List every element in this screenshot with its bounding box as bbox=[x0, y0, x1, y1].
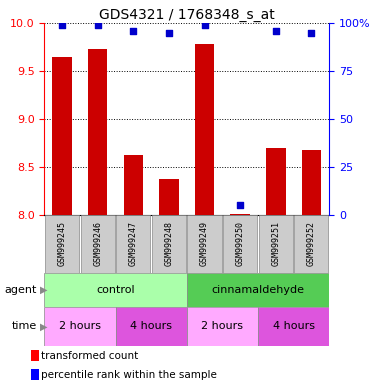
Text: GSM999248: GSM999248 bbox=[164, 221, 173, 266]
Text: ▶: ▶ bbox=[40, 285, 48, 295]
Bar bbox=[44, 273, 187, 307]
Text: GSM999251: GSM999251 bbox=[271, 221, 280, 266]
Text: 2 hours: 2 hours bbox=[59, 321, 101, 331]
Bar bbox=[301, 150, 321, 215]
Point bbox=[59, 22, 65, 28]
Text: control: control bbox=[96, 285, 135, 295]
Text: ▶: ▶ bbox=[40, 321, 48, 331]
Point bbox=[308, 30, 315, 36]
Bar bbox=[230, 214, 250, 215]
Bar bbox=[187, 273, 329, 307]
Bar bbox=[80, 215, 115, 273]
Bar bbox=[259, 215, 293, 273]
Bar bbox=[187, 307, 258, 346]
Bar bbox=[159, 179, 179, 215]
Text: 4 hours: 4 hours bbox=[273, 321, 315, 331]
Bar bbox=[44, 307, 116, 346]
Text: GSM999249: GSM999249 bbox=[200, 221, 209, 266]
Text: GSM999245: GSM999245 bbox=[58, 221, 67, 266]
Bar bbox=[258, 307, 329, 346]
Text: cinnamaldehyde: cinnamaldehyde bbox=[211, 285, 305, 295]
Bar bbox=[294, 215, 328, 273]
Bar bbox=[124, 154, 143, 215]
Point bbox=[166, 30, 172, 36]
Bar bbox=[152, 215, 186, 273]
Text: agent: agent bbox=[4, 285, 37, 295]
Title: GDS4321 / 1768348_s_at: GDS4321 / 1768348_s_at bbox=[99, 8, 275, 22]
Bar bbox=[88, 49, 107, 215]
Point bbox=[201, 22, 208, 28]
Point bbox=[95, 22, 101, 28]
Bar bbox=[52, 56, 72, 215]
Text: percentile rank within the sample: percentile rank within the sample bbox=[40, 370, 216, 380]
Point bbox=[237, 202, 243, 209]
Bar bbox=[223, 215, 257, 273]
Bar bbox=[45, 215, 79, 273]
Text: transformed count: transformed count bbox=[40, 351, 138, 361]
Bar bbox=[116, 307, 187, 346]
Bar bbox=[266, 148, 286, 215]
Text: GSM999246: GSM999246 bbox=[93, 221, 102, 266]
Bar bbox=[195, 44, 214, 215]
Bar bbox=[32, 369, 39, 380]
Bar bbox=[32, 350, 39, 361]
Text: 4 hours: 4 hours bbox=[130, 321, 172, 331]
Point bbox=[273, 28, 279, 34]
Bar bbox=[116, 215, 151, 273]
Text: GSM999250: GSM999250 bbox=[236, 221, 244, 266]
Text: 2 hours: 2 hours bbox=[201, 321, 243, 331]
Text: GSM999252: GSM999252 bbox=[307, 221, 316, 266]
Bar bbox=[187, 215, 222, 273]
Text: time: time bbox=[11, 321, 37, 331]
Point bbox=[130, 28, 136, 34]
Text: GSM999247: GSM999247 bbox=[129, 221, 138, 266]
